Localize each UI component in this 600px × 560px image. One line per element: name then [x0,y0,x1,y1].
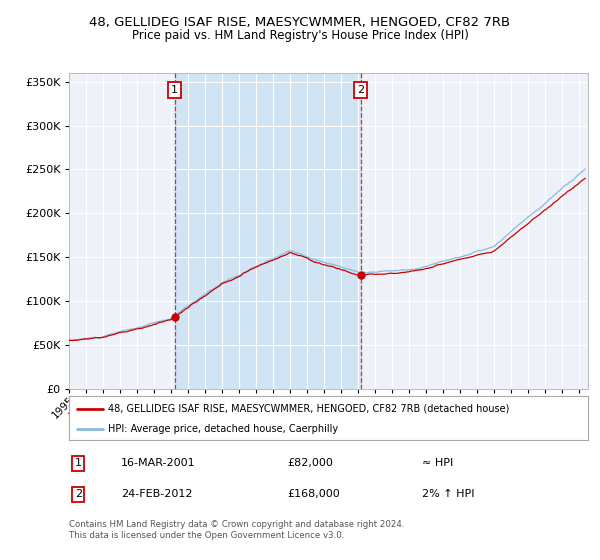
Text: 48, GELLIDEG ISAF RISE, MAESYCWMMER, HENGOED, CF82 7RB (detached house): 48, GELLIDEG ISAF RISE, MAESYCWMMER, HEN… [108,404,509,413]
Text: Price paid vs. HM Land Registry's House Price Index (HPI): Price paid vs. HM Land Registry's House … [131,29,469,42]
Text: £82,000: £82,000 [287,459,333,469]
Text: 48, GELLIDEG ISAF RISE, MAESYCWMMER, HENGOED, CF82 7RB: 48, GELLIDEG ISAF RISE, MAESYCWMMER, HEN… [89,16,511,29]
Text: ≈ HPI: ≈ HPI [422,459,453,469]
Text: 2: 2 [75,489,82,500]
Text: 1: 1 [75,459,82,469]
Text: Contains HM Land Registry data © Crown copyright and database right 2024.
This d: Contains HM Land Registry data © Crown c… [69,520,404,540]
Bar [175,73,361,389]
Text: 2% ↑ HPI: 2% ↑ HPI [422,489,475,500]
Text: HPI: Average price, detached house, Caerphilly: HPI: Average price, detached house, Caer… [108,424,338,434]
Text: £168,000: £168,000 [287,489,340,500]
Text: 1: 1 [171,85,178,95]
Text: 2: 2 [357,85,364,95]
Text: 24-FEB-2012: 24-FEB-2012 [121,489,193,500]
Text: 16-MAR-2001: 16-MAR-2001 [121,459,196,469]
